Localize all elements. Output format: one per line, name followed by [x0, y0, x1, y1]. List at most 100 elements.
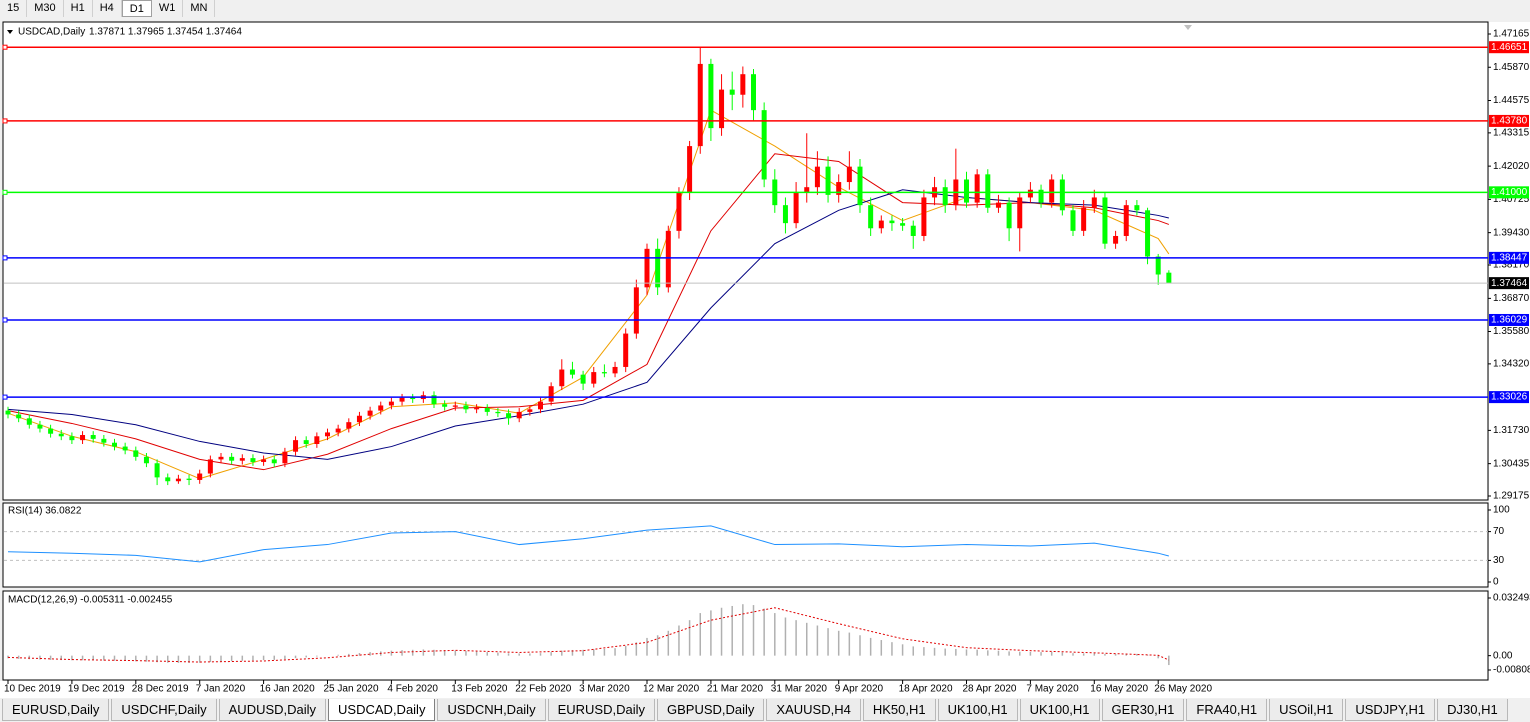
- timeframe-button[interactable]: 15: [0, 0, 28, 17]
- symbol-tab[interactable]: USDJPY,H1: [1345, 699, 1436, 721]
- timeframe-button[interactable]: D1: [121, 0, 152, 17]
- x-tick-label: 12 Mar 2020: [643, 684, 700, 695]
- y-tick-label: 1.30435: [1493, 458, 1530, 469]
- candle-body: [1091, 197, 1097, 208]
- x-tick-label: 25 Jan 2020: [324, 684, 379, 695]
- rsi-panel: [2, 502, 1489, 588]
- level-anchor: [2, 394, 8, 400]
- candle-body: [1145, 210, 1151, 257]
- candle-body: [186, 478, 192, 480]
- symbol-tab[interactable]: USDCHF,Daily: [111, 699, 217, 721]
- timeframe-button[interactable]: M30: [27, 0, 64, 17]
- symbol-tabs: EURUSD,Daily USDCHF,Daily AUDUSD,Daily USDC…: [2, 699, 1510, 721]
- symbol-tab[interactable]: USDCAD,Daily: [328, 699, 436, 721]
- symbol-tab[interactable]: USOil,H1: [1269, 699, 1344, 721]
- level-label: 1.36029: [1491, 315, 1528, 326]
- candle-body: [250, 458, 256, 462]
- candle-body: [154, 463, 160, 478]
- candle-body: [1059, 179, 1065, 211]
- timeframe-button[interactable]: H4: [93, 0, 122, 17]
- y-tick-label: 1.34320: [1493, 359, 1530, 370]
- candle-body: [538, 401, 543, 410]
- candle-body: [133, 450, 139, 457]
- level-label-box: [1489, 251, 1529, 264]
- candle-body: [175, 478, 181, 482]
- symbol-tab[interactable]: EURUSD,Daily: [2, 699, 110, 721]
- candle-body: [591, 372, 597, 384]
- symbol-tab[interactable]: GER30,H1: [1101, 699, 1185, 721]
- y-tick-label: 1.36870: [1493, 293, 1530, 304]
- level-label-box: [1489, 114, 1529, 127]
- candle-body: [900, 223, 906, 226]
- timeframe-button[interactable]: H1: [64, 0, 93, 17]
- price-panel: [2, 21, 1489, 501]
- candle-body: [719, 89, 725, 129]
- candle-body: [143, 456, 149, 464]
- candle-body: [207, 459, 213, 474]
- candle-body: [474, 408, 480, 410]
- candle-body: [239, 458, 245, 461]
- candle-body: [367, 410, 373, 416]
- candle-body: [868, 205, 874, 229]
- x-tick-label: 16 Jan 2020: [260, 684, 315, 695]
- candle-body: [633, 287, 639, 334]
- y-tick-label: 1.42020: [1493, 161, 1530, 172]
- rsi-tick-label: 0: [1493, 577, 1499, 588]
- candle-body: [101, 438, 107, 443]
- candle-body: [1123, 205, 1129, 236]
- symbol-tab[interactable]: HK50,H1: [862, 699, 936, 721]
- x-tick-label: 21 Mar 2020: [707, 684, 764, 695]
- candle-body: [559, 369, 565, 387]
- symbol-tab[interactable]: DJ30,H1: [1437, 699, 1508, 721]
- candle-body: [325, 432, 330, 437]
- symbol-tab[interactable]: GBPUSD,Daily: [656, 699, 765, 721]
- candle-body: [985, 174, 991, 208]
- level-label: 1.41000: [1491, 187, 1528, 198]
- symbol-tab[interactable]: UK100,H1: [1019, 699, 1100, 721]
- candle-body: [122, 446, 128, 451]
- chart: USDCAD,Daily 1.37871 1.37965 1.37454 1.3…: [0, 21, 1530, 698]
- macd-panel: [2, 590, 1489, 681]
- candle-body: [687, 146, 693, 193]
- timeframe-button[interactable]: W1: [152, 0, 184, 17]
- candle-body: [452, 405, 458, 407]
- candle-body: [804, 187, 810, 193]
- y-tick-label: 1.40725: [1493, 194, 1530, 205]
- candle-body: [463, 405, 469, 410]
- x-tick-label: 28 Dec 2019: [132, 684, 189, 695]
- symbol-tab[interactable]: XAUUSD,H4: [766, 699, 861, 721]
- candle-body: [303, 440, 309, 444]
- candle-body: [708, 63, 714, 129]
- candle-body: [1113, 235, 1119, 244]
- candle-body: [69, 436, 75, 441]
- candle-body: [793, 192, 799, 224]
- candle-body: [644, 248, 650, 288]
- candle-body: [378, 405, 384, 411]
- macd-tick-label: 0.032493: [1493, 593, 1530, 604]
- symbol-tab[interactable]: EURUSD,Daily: [547, 699, 655, 721]
- candle-body: [112, 442, 117, 447]
- timeframe-button[interactable]: MN: [183, 0, 216, 17]
- candle-body: [388, 401, 394, 406]
- ohlc-text: 1.37871 1.37965 1.37454 1.37464: [89, 27, 242, 38]
- candle-body: [569, 369, 575, 375]
- symbol-tab[interactable]: FRA40,H1: [1186, 699, 1268, 721]
- rsi-line: [7, 525, 1169, 563]
- candle-body: [314, 436, 320, 444]
- candle-body: [356, 415, 362, 423]
- symbol-tab[interactable]: AUDUSD,Daily: [218, 699, 327, 721]
- symbol-tab[interactable]: UK100,H1: [937, 699, 1018, 721]
- rsi-tick-label: 30: [1493, 555, 1505, 566]
- candle-body: [964, 179, 969, 203]
- candle-body: [410, 397, 416, 400]
- symbol-tab[interactable]: USDCNH,Daily: [437, 699, 546, 721]
- symbol-menu-icon: [7, 30, 13, 34]
- candle-body: [165, 477, 171, 482]
- x-tick-label: 26 May 2020: [1154, 684, 1212, 695]
- candle-body: [676, 192, 682, 231]
- candle-body: [399, 397, 405, 402]
- candle-body: [58, 433, 64, 437]
- level-label: 1.38447: [1491, 253, 1528, 264]
- y-tick-label: 1.38170: [1493, 260, 1530, 271]
- candle-body: [910, 225, 916, 236]
